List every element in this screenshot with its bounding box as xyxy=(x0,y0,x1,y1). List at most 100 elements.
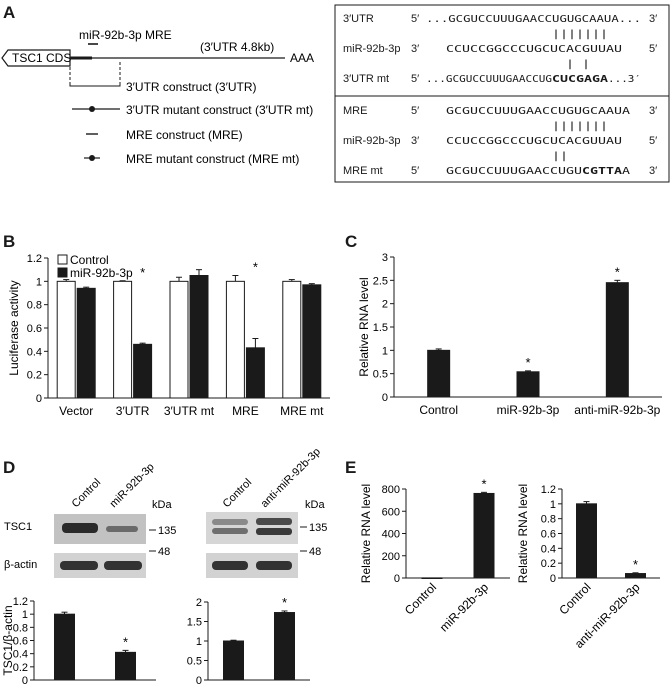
legend-label: Control xyxy=(70,253,109,267)
x-tick-label: miR-92b-3p xyxy=(437,580,491,634)
align-label: MRE xyxy=(343,105,367,117)
y-tick-label: 200 xyxy=(382,551,400,563)
align-end: 5′ xyxy=(649,135,657,147)
marker-135: 135 xyxy=(158,525,176,537)
legend-swatch xyxy=(57,254,68,265)
align-seq: GCGUCCUUUGAACCUGU xyxy=(446,166,582,177)
chart-relative-rna: 0 0.5 1 1.5 2 2.5 3 Relative RNA level Control * m… xyxy=(357,252,662,417)
y-tick-label: 1.2 xyxy=(27,253,42,265)
y-tick-label: 0.6 xyxy=(541,529,556,541)
alignment-mre: MRE 5′ GCGUCCUUUGAACCUGUGCAAUA 3′ ||||||… xyxy=(343,105,657,177)
y-tick-label: 600 xyxy=(382,506,400,518)
pairing-bars: || xyxy=(552,151,568,162)
bar xyxy=(54,613,75,681)
y-tick-label: 0.2 xyxy=(27,370,42,382)
y-tick-label: 1 xyxy=(36,276,42,288)
align-seq: CCUCCGGCCCUGCUCACGUUAU xyxy=(446,136,622,147)
significance-marker: * xyxy=(481,476,486,491)
x-tick-label: 3′UTR xyxy=(116,404,150,418)
y-axis-label: Relative RNA level xyxy=(359,484,373,583)
align-label: miR-92b-3p xyxy=(343,43,400,55)
align-end: 3′ xyxy=(411,135,419,147)
significance-marker: * xyxy=(633,557,638,572)
y-axis-label: TSC1/β-actin xyxy=(1,605,15,675)
marker-48: 48 xyxy=(158,546,170,558)
cds-label: TSC1 CDS xyxy=(12,51,71,65)
bar xyxy=(115,651,136,681)
align-label: 3′UTR mt xyxy=(343,73,389,85)
utr-schematic: TSC1 CDS miR-92b-3p MRE (3′UTR 4.8kb) AA… xyxy=(1,28,314,166)
construct-utr-mt-label: 3′UTR mutant construct (3′UTR mt) xyxy=(126,103,313,117)
legend-swatch xyxy=(57,267,68,278)
y-tick-label: 0.6 xyxy=(13,636,28,648)
y-tick-label: 2 xyxy=(382,299,388,311)
pairing-bars: ||||||| xyxy=(552,121,608,132)
align-end: 5′ xyxy=(411,105,419,117)
chart-tsc1-actin-anti: 0 0.5 1 1.5 2 * xyxy=(187,595,310,685)
y-tick-label: 2 xyxy=(196,597,202,609)
x-tick-label: Control xyxy=(556,580,593,617)
construct-utr-label: 3′UTR construct (3′UTR) xyxy=(126,80,257,94)
bar xyxy=(223,640,244,681)
significance-marker: * xyxy=(253,260,258,275)
y-tick-label: 0.2 xyxy=(541,558,556,570)
mre-label: miR-92b-3p MRE xyxy=(79,28,172,42)
align-end: 3′ xyxy=(649,105,657,117)
chart-rna-anti: 0 0.2 0.4 0.6 0.8 1 1.2 Relative RNA level Contr… xyxy=(516,484,660,651)
western-blot-left: Control miR-92b-3p kDa TSC1 β-actin 135 … xyxy=(4,461,176,578)
bar xyxy=(427,349,451,398)
align-label: MRE mt xyxy=(343,165,383,177)
marker-135: 135 xyxy=(309,522,327,534)
y-tick-label: 0.4 xyxy=(13,649,28,661)
align-end: 5′ xyxy=(411,13,419,25)
y-tick-label: 0 xyxy=(22,675,28,685)
bar xyxy=(56,280,76,399)
x-tick-label: MRE mt xyxy=(280,404,324,418)
align-end: 3′ xyxy=(649,165,657,177)
chart-rna-mir: 0 200 400 600 800 Relative RNA level Control * m… xyxy=(359,476,510,634)
align-end: 3′ xyxy=(649,13,657,25)
y-tick-label: 1 xyxy=(382,345,388,357)
mutated-bases: CUCGAGA xyxy=(552,74,608,85)
utr-length-label: (3′UTR 4.8kb) xyxy=(200,40,274,54)
align-end: 5′ xyxy=(411,73,419,85)
y-tick-label: 0.4 xyxy=(27,346,42,358)
y-tick-label: 400 xyxy=(382,529,400,541)
y-tick-label: 0 xyxy=(394,573,400,585)
y-tick-label: 0 xyxy=(550,573,556,585)
significance-marker: * xyxy=(140,265,145,280)
y-tick-label: 0.4 xyxy=(541,543,556,555)
bar xyxy=(625,573,646,579)
bar xyxy=(76,287,96,399)
y-tick-label: 0.6 xyxy=(27,323,42,335)
align-end: 5′ xyxy=(411,165,419,177)
x-tick-label: Control xyxy=(419,403,458,417)
panel-label-d: D xyxy=(3,458,15,477)
legend-label: miR-92b-3p xyxy=(70,266,133,280)
y-tick-label: 800 xyxy=(382,484,400,496)
mutated-bases: CGTTA xyxy=(582,166,622,177)
significance-marker: * xyxy=(282,595,287,610)
panel-label-c: C xyxy=(345,232,357,251)
bar xyxy=(225,280,245,399)
y-tick-label: 0.8 xyxy=(27,300,42,312)
pairing-bars: | | xyxy=(566,59,590,70)
significance-marker: * xyxy=(615,264,620,279)
align-end: 5′ xyxy=(649,43,657,55)
x-tick-label: MRE xyxy=(232,404,259,418)
x-tick-label: Control xyxy=(402,580,439,617)
y-axis-label: Luciferase activity xyxy=(7,280,21,375)
bar xyxy=(516,371,540,398)
bar xyxy=(282,280,302,399)
protein-label-actin: β-actin xyxy=(4,559,37,571)
align-label: 3′UTR xyxy=(343,13,374,25)
significance-marker: * xyxy=(525,355,530,370)
protein-label-tsc1: TSC1 xyxy=(4,521,32,533)
kda-label: kDa xyxy=(305,499,325,511)
y-tick-label: 0 xyxy=(36,393,42,405)
bar xyxy=(421,577,443,579)
western-blot-right: Control anti-miR-92b-3p kDa 135 48 xyxy=(206,446,327,578)
y-axis-label: Relative RNA level xyxy=(357,277,371,376)
